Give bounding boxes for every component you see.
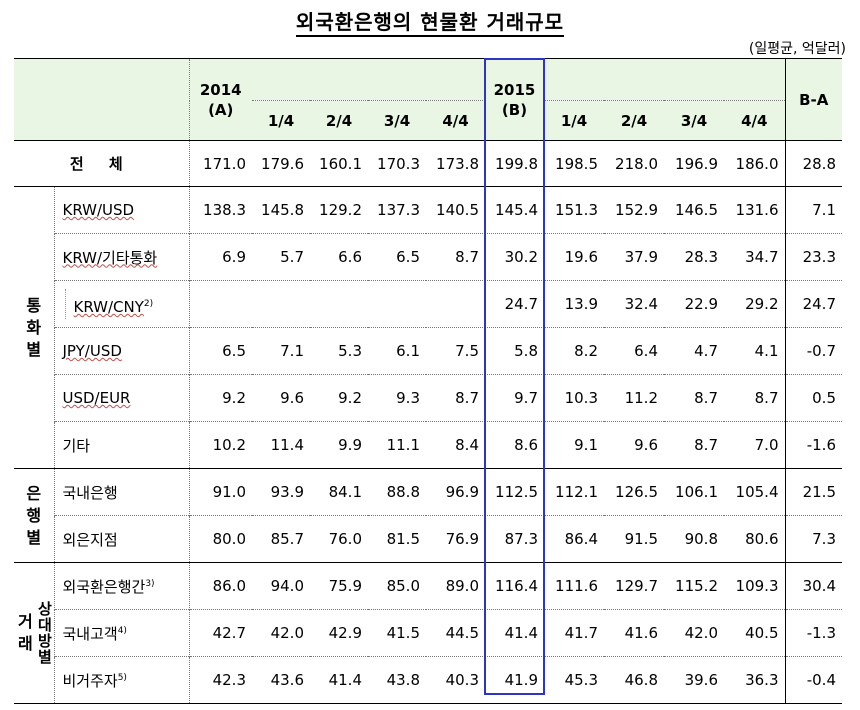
row-label-krw-usd: KRW/USD [53,186,189,234]
table-row-krw-cny: KRW/CNY2) 24.7 13.9 32.4 22.9 29.2 24.7 [14,280,842,328]
row-label-jpy-usd: JPY/USD [53,327,189,375]
table-row-customer: 국내고객4) 42.7 42.0 42.9 41.5 44.5 41.4 41.… [14,609,842,657]
header-2014-q1: 1/4 [252,100,310,141]
row-label-interbank: 외국환은행간3) [53,562,189,610]
row-label-other: 기타 [53,421,189,469]
row-label-krw-other: KRW/기타통화 [53,233,189,281]
table-title: 외국환은행의 현물환 거래규모 [0,6,860,37]
header-2015-q4: 4/4 [724,100,785,141]
row-label-customer: 국내고객4) [53,609,189,657]
header-diff: B-A [784,58,842,141]
header-2014-q2: 2/4 [310,100,368,141]
row-label-krw-cny: KRW/CNY2) [53,280,189,328]
unit-label: (일평균, 억달러) [748,41,846,57]
header-2014: 2014 (A) [188,58,252,141]
header-2014-q4: 4/4 [426,100,485,141]
row-label-usd-eur: USD/EUR [53,374,189,422]
header-blank [14,58,189,141]
table-row-nonres: 비거주자5) 42.3 43.6 41.4 43.8 40.3 41.9 45.… [14,656,842,704]
data-table: 2014 (A) 2015 (B) B-A 1/4 2/4 3/4 4/4 1/4 … [14,58,842,704]
header-2014-q3: 3/4 [368,100,426,141]
table-row-total: 전 체 171.0 179.6 160.1 170.3 173.8 199.8 … [14,140,842,187]
header-2015-q3: 3/4 [664,100,724,141]
row-label-foreign: 외은지점 [53,515,189,563]
header-2015: 2015 (B) [485,58,544,141]
row-label-domestic: 국내은행 [53,468,189,516]
row-label-total: 전 체 [69,155,133,173]
table-row-jpy-usd: JPY/USD 6.5 7.1 5.3 6.1 7.5 5.8 8.2 6.4 … [14,327,842,375]
table-row-foreign: 외은지점 80.0 85.7 76.0 81.5 76.9 87.3 86.4 … [14,515,842,563]
table-row-other: 기타 10.2 11.4 9.9 11.1 8.4 8.6 9.1 9.6 8.… [14,421,842,469]
table-row-usd-eur: USD/EUR 9.2 9.6 9.2 9.3 8.7 9.7 10.3 11.… [14,374,842,422]
header-2015-q2: 2/4 [604,100,664,141]
table-row-krw-other: KRW/기타통화 6.9 5.7 6.6 6.5 8.7 30.2 19.6 3… [14,233,842,281]
header-2015-q1: 1/4 [544,100,604,141]
row-label-nonres: 비거주자5) [53,656,189,704]
